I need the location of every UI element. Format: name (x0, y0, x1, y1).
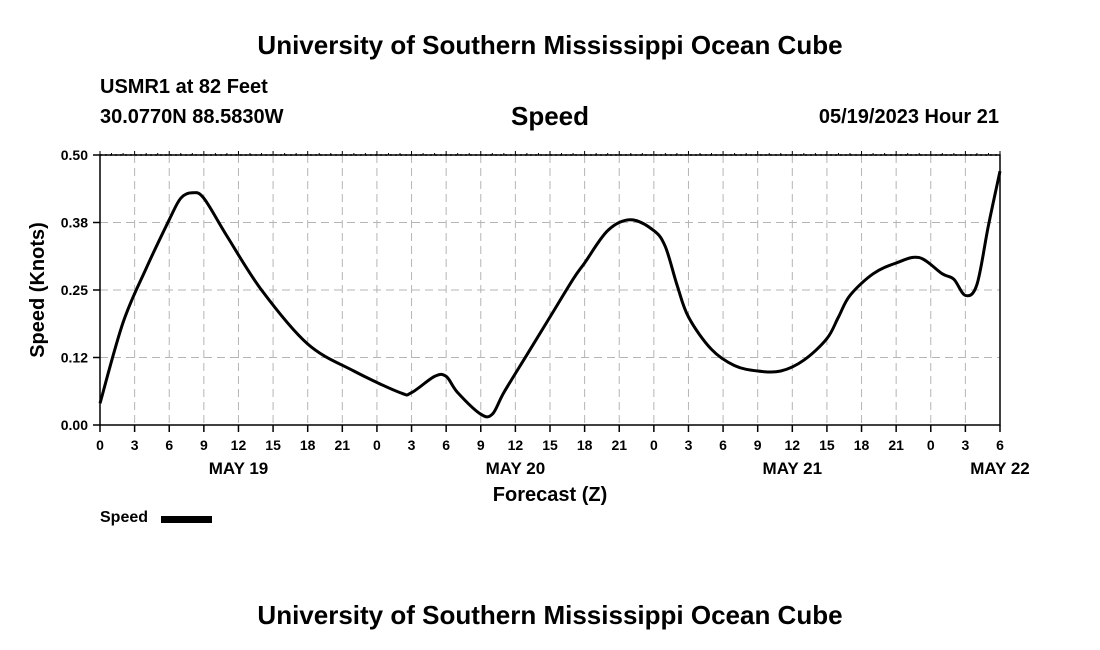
x-tick-label: 18 (854, 437, 870, 453)
y-tick-label: 0.38 (61, 215, 88, 231)
x-tick-label: 18 (577, 437, 593, 453)
station-coordinates: 30.0770N 88.5830W (100, 106, 284, 128)
x-tick-label: 6 (996, 437, 1004, 453)
x-tick-label: 15 (542, 437, 558, 453)
variable-title: Speed (510, 101, 590, 131)
x-tick-label: 15 (265, 437, 281, 453)
x-tick-label: 0 (927, 437, 935, 453)
y-tick-label: 0.12 (61, 350, 88, 366)
x-tick-label: 9 (477, 437, 485, 453)
x-tick-label: 0 (373, 437, 381, 453)
page-title: University of Southern Mississippi Ocean… (257, 30, 843, 60)
legend-label: Speed (100, 509, 149, 526)
y-tick-label: 0.25 (61, 282, 88, 298)
station-label: USMR1 at 82 Feet (100, 76, 268, 98)
x-tick-label: 21 (335, 437, 351, 453)
day-label: MAY 19 (209, 459, 269, 478)
x-tick-label: 21 (611, 437, 627, 453)
x-tick-label: 0 (650, 437, 658, 453)
x-tick-label: 6 (165, 437, 173, 453)
legend-swatch (161, 516, 212, 523)
day-label: MAY 20 (486, 459, 546, 478)
axis-ticks (93, 151, 1001, 432)
forecast-timestamp: 05/19/2023 Hour 21 (818, 106, 999, 128)
x-tick-label: 3 (408, 437, 416, 453)
x-tick-label: 12 (508, 437, 524, 453)
x-tick-label: 18 (300, 437, 316, 453)
y-tick-label: 0.00 (61, 417, 88, 433)
x-tick-label: 6 (719, 437, 727, 453)
x-tick-label: 9 (754, 437, 762, 453)
y-axis-title: Speed (Knots) (27, 222, 49, 358)
x-axis-title: Forecast (Z) (493, 484, 607, 506)
x-tick-label: 9 (200, 437, 208, 453)
grid (100, 154, 1000, 425)
footer-title: University of Southern Mississippi Ocean… (257, 600, 843, 630)
speed-series-line (98, 170, 1002, 419)
day-label: MAY 22 (970, 459, 1030, 478)
x-tick-label: 12 (231, 437, 247, 453)
axis-labels: 0 3 6 9 12 15 18 21 0 3 6 9 12 15 18 21 0 3 6 9 12 15 18 21 0 3 6 0… (61, 147, 1030, 478)
x-tick-label: 6 (442, 437, 450, 453)
x-tick-label: 3 (685, 437, 693, 453)
x-tick-label: 15 (819, 437, 835, 453)
x-tick-label: 0 (96, 437, 104, 453)
x-tick-label: 3 (961, 437, 969, 453)
day-label: MAY 21 (763, 459, 823, 478)
y-tick-label: 0.50 (61, 147, 88, 163)
series-group (98, 170, 1002, 419)
x-tick-label: 12 (785, 437, 801, 453)
x-tick-label: 3 (131, 437, 139, 453)
x-tick-label: 21 (888, 437, 904, 453)
